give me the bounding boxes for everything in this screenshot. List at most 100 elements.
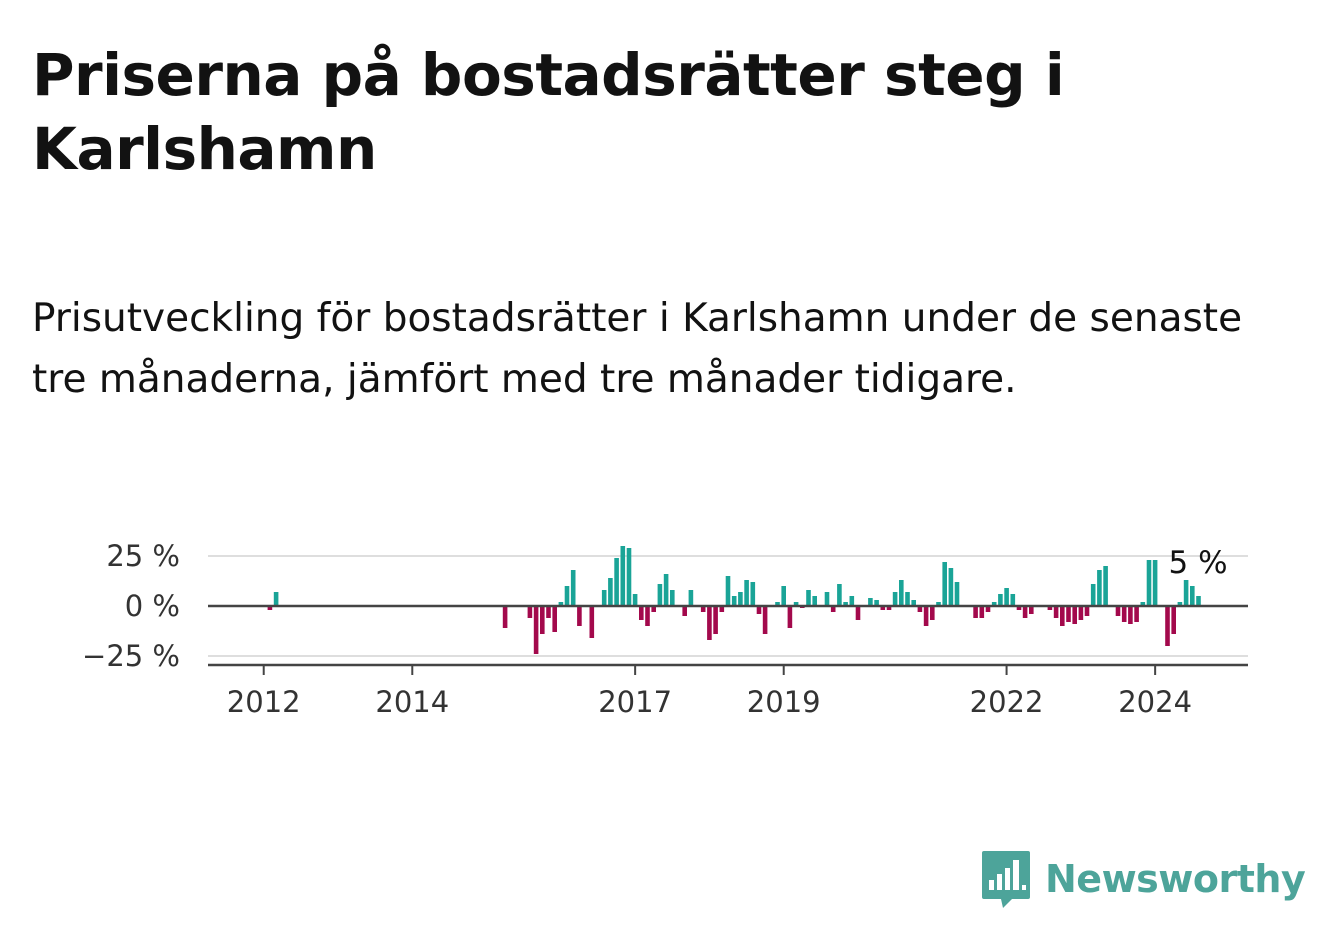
bar-chart-speech-bubble-icon (982, 851, 1030, 908)
bar (1097, 570, 1102, 606)
last-value-label: 5 % (1169, 545, 1228, 581)
bar (533, 606, 539, 654)
bar (1190, 586, 1195, 606)
bar (948, 568, 954, 606)
bar (564, 586, 570, 606)
bar (930, 606, 935, 620)
bar (868, 598, 873, 606)
bar (502, 606, 508, 628)
bar (750, 582, 756, 606)
bar (1022, 606, 1028, 618)
bar (601, 590, 607, 606)
bar (905, 592, 910, 606)
bar (738, 592, 743, 606)
bar (1134, 606, 1139, 622)
bar (1072, 606, 1077, 624)
bar (1053, 606, 1059, 618)
bar-chart: 25 % 0 % −25 % 2012 2014 2017 2019 2022 2024 5 … (82, 539, 1248, 719)
bar (540, 606, 545, 634)
bar (273, 592, 279, 606)
x-tick-label: 2024 (1118, 685, 1192, 719)
bar (1196, 596, 1201, 606)
bar (1029, 606, 1034, 614)
bar (552, 606, 557, 632)
bar (787, 606, 793, 628)
axes (208, 604, 1248, 675)
bar (670, 590, 675, 606)
bar (892, 592, 898, 606)
bar (639, 606, 644, 620)
bar (1121, 606, 1127, 622)
bar (688, 590, 694, 606)
bar (824, 592, 830, 606)
bar (911, 600, 916, 606)
bar (620, 546, 626, 606)
x-tick-label: 2014 (375, 685, 449, 719)
bar (700, 606, 706, 612)
bar (731, 596, 737, 606)
bar (267, 606, 273, 610)
bar (880, 606, 886, 610)
bar (991, 602, 997, 606)
bar (855, 606, 861, 620)
x-tick-label: 2019 (747, 685, 821, 719)
bar (1140, 602, 1146, 606)
bar (874, 600, 879, 606)
bar (546, 606, 551, 618)
bar (1103, 566, 1108, 606)
bar (942, 562, 947, 606)
x-tick-label: 2022 (970, 685, 1044, 719)
bar (725, 576, 731, 606)
bar (979, 606, 985, 618)
bar (1004, 588, 1009, 606)
bar (1128, 606, 1133, 624)
bar (626, 548, 632, 606)
logo-text: Newsworthy (1045, 857, 1306, 901)
bar (1084, 606, 1090, 616)
bar (936, 602, 941, 606)
bar (577, 606, 582, 626)
bar (1115, 606, 1121, 616)
bar (608, 578, 613, 606)
bar (527, 606, 533, 618)
bar (713, 606, 718, 634)
bar (837, 584, 842, 606)
bar (775, 602, 780, 606)
grid-lines (208, 555, 1248, 657)
bar (744, 580, 749, 606)
bar (899, 580, 904, 606)
bar (682, 606, 687, 616)
bar (806, 590, 811, 606)
bar (707, 606, 712, 640)
bar (645, 606, 650, 626)
bar (756, 606, 762, 614)
bar (614, 558, 619, 606)
bar (849, 596, 855, 606)
bar (954, 582, 960, 606)
bar (1183, 580, 1189, 606)
bar (781, 586, 786, 606)
bar (1165, 606, 1170, 646)
bar (917, 606, 923, 612)
bar (1078, 606, 1084, 620)
chart-subtitle: Prisutveckling för bostadsrätter i Karls… (32, 296, 1243, 402)
bar (1152, 560, 1158, 606)
bar (570, 570, 576, 606)
bar (1171, 606, 1176, 634)
bar (973, 606, 978, 618)
bar (843, 602, 848, 606)
bar (985, 606, 991, 612)
bar (1047, 606, 1053, 610)
bar (830, 606, 836, 612)
bar (886, 606, 892, 610)
bar (719, 606, 725, 612)
bar (663, 574, 669, 606)
x-tick-label: 2012 (227, 685, 301, 719)
bar (762, 606, 768, 634)
x-tick-labels: 2012 2014 2017 2019 2022 2024 (227, 685, 1192, 719)
bar (1090, 584, 1096, 606)
bar (1060, 606, 1065, 626)
bar (812, 596, 817, 606)
bar (998, 594, 1003, 606)
bars (267, 546, 1201, 654)
